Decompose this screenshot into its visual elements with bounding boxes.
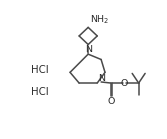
Text: O: O xyxy=(121,79,128,88)
Text: O: O xyxy=(108,97,115,106)
Text: NH$_2$: NH$_2$ xyxy=(90,13,110,26)
Text: HCl: HCl xyxy=(31,65,49,75)
Text: N: N xyxy=(98,74,105,83)
Text: N: N xyxy=(85,45,92,54)
Text: HCl: HCl xyxy=(31,87,49,97)
